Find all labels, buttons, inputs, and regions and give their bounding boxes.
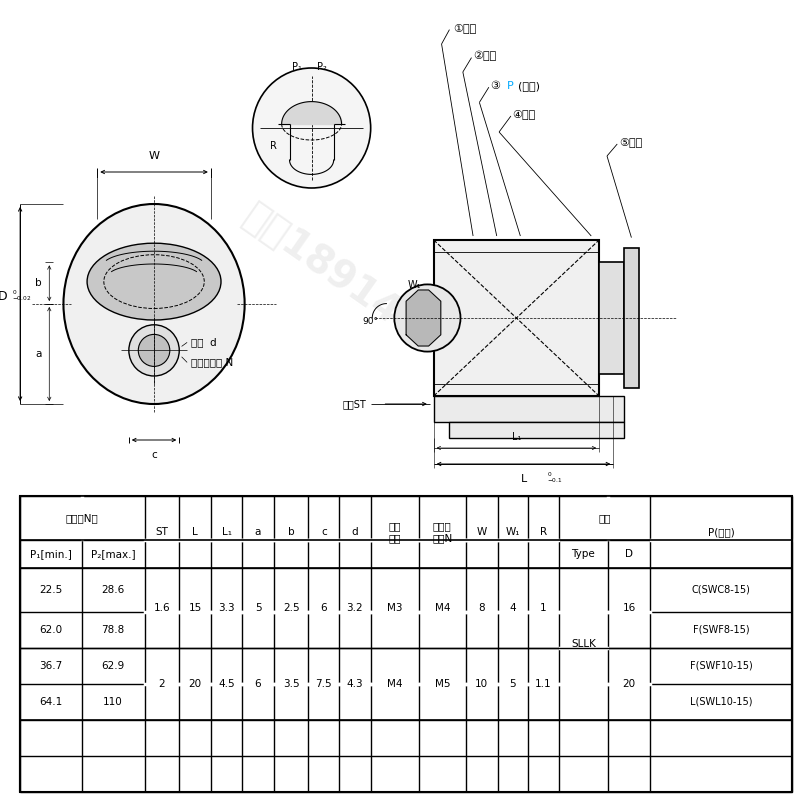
- Text: 8: 8: [478, 603, 485, 613]
- Bar: [624, 248, 638, 388]
- Text: a: a: [35, 349, 42, 359]
- Text: ②顶块: ②顶块: [473, 51, 496, 61]
- Text: L₁: L₁: [512, 431, 521, 442]
- Text: 16: 16: [622, 603, 636, 613]
- Text: F(SWF10-15): F(SWF10-15): [690, 661, 753, 671]
- Text: 5: 5: [510, 679, 516, 689]
- Text: 78.8: 78.8: [102, 625, 125, 635]
- Text: 拉拔螺纹孔 N: 拉拔螺纹孔 N: [191, 358, 234, 367]
- Text: M5: M5: [434, 679, 450, 689]
- Text: F(SWF8-15): F(SWF8-15): [693, 625, 750, 635]
- Text: P(弹簧): P(弹簧): [708, 527, 734, 537]
- Circle shape: [253, 68, 370, 188]
- Text: 4.5: 4.5: [218, 679, 235, 689]
- Text: P₁: P₁: [293, 62, 302, 72]
- Text: L: L: [192, 527, 198, 537]
- Text: 2: 2: [158, 679, 166, 689]
- Text: 5: 5: [254, 603, 262, 613]
- Text: 6: 6: [254, 679, 262, 689]
- Text: L₁: L₁: [222, 527, 231, 537]
- Text: ⑤卡环: ⑤卡环: [619, 138, 642, 147]
- Text: M4: M4: [387, 679, 402, 689]
- Text: SLLK: SLLK: [571, 639, 596, 649]
- Text: 模具1891408: 模具1891408: [235, 197, 450, 363]
- Text: 15: 15: [188, 603, 202, 613]
- Text: 3.5: 3.5: [283, 679, 299, 689]
- Text: ①主体: ①主体: [454, 23, 477, 33]
- Text: D: D: [625, 549, 633, 559]
- Text: 3.2: 3.2: [346, 603, 363, 613]
- Text: b: b: [288, 527, 294, 537]
- Polygon shape: [406, 290, 441, 346]
- Bar: [450, 422, 624, 438]
- Bar: [599, 262, 624, 374]
- Text: a: a: [255, 527, 262, 537]
- Text: M3: M3: [387, 603, 402, 613]
- Text: W: W: [477, 527, 487, 537]
- Text: 10: 10: [475, 679, 488, 689]
- Text: 安装
螺栓: 安装 螺栓: [389, 521, 401, 543]
- Text: 28.6: 28.6: [102, 585, 125, 595]
- Text: 62.0: 62.0: [39, 625, 62, 635]
- Text: 22.5: 22.5: [39, 585, 62, 595]
- Text: 4: 4: [510, 603, 516, 613]
- Text: M4: M4: [434, 603, 450, 613]
- Text: 4.3: 4.3: [346, 679, 363, 689]
- Text: Type: Type: [571, 549, 595, 559]
- Text: P₂[max.]: P₂[max.]: [90, 549, 135, 559]
- Text: P₁[min.]: P₁[min.]: [30, 549, 72, 559]
- Text: 36.7: 36.7: [39, 661, 62, 671]
- Text: 底孔  d: 底孔 d: [191, 338, 217, 347]
- Circle shape: [394, 284, 461, 352]
- Text: L(SWL10-15): L(SWL10-15): [690, 697, 753, 707]
- Text: 110: 110: [103, 697, 123, 707]
- Text: 负载（N）: 负载（N）: [66, 513, 98, 523]
- Text: 90°: 90°: [362, 318, 378, 326]
- Text: C(SWC8-15): C(SWC8-15): [692, 585, 750, 595]
- Text: 64.1: 64.1: [39, 697, 62, 707]
- Text: 型号: 型号: [598, 513, 611, 523]
- Ellipse shape: [63, 204, 245, 404]
- Text: P: P: [507, 81, 514, 90]
- Circle shape: [138, 334, 170, 366]
- Text: P₂: P₂: [317, 62, 326, 72]
- Text: W: W: [149, 150, 159, 161]
- Text: 2.5: 2.5: [283, 603, 299, 613]
- Text: c: c: [151, 450, 157, 460]
- Text: R: R: [270, 141, 278, 150]
- Text: R: R: [540, 527, 547, 537]
- Text: (弹簧): (弹簧): [518, 81, 540, 90]
- Bar: [434, 240, 599, 396]
- Circle shape: [129, 325, 179, 376]
- Text: L: L: [520, 474, 526, 485]
- Text: c: c: [321, 527, 326, 537]
- Text: W₁: W₁: [407, 280, 421, 290]
- Text: D: D: [0, 290, 8, 302]
- Ellipse shape: [87, 243, 221, 320]
- Text: 20: 20: [189, 679, 202, 689]
- Text: $^{0}_{-0.02}$: $^{0}_{-0.02}$: [12, 289, 32, 303]
- Text: 1: 1: [540, 603, 547, 613]
- Text: 7.5: 7.5: [315, 679, 332, 689]
- Text: 6: 6: [321, 603, 327, 613]
- Bar: [434, 396, 624, 422]
- Text: ③: ③: [490, 81, 501, 90]
- Text: $^{0}_{-0.1}$: $^{0}_{-0.1}$: [547, 470, 563, 486]
- Text: W₁: W₁: [506, 527, 520, 537]
- Text: 1.1: 1.1: [535, 679, 552, 689]
- Text: ST: ST: [155, 527, 168, 537]
- Text: 20: 20: [622, 679, 636, 689]
- Text: 行程ST: 行程ST: [343, 399, 366, 409]
- Text: 拉拔螺
纹孔N: 拉拔螺 纹孔N: [432, 521, 453, 543]
- Bar: [20, 496, 792, 792]
- Text: ④垫片: ④垫片: [513, 110, 536, 119]
- Text: d: d: [352, 527, 358, 537]
- Text: 1.6: 1.6: [154, 603, 170, 613]
- Text: b: b: [35, 278, 42, 288]
- Text: 62.9: 62.9: [102, 661, 125, 671]
- Text: 3.3: 3.3: [218, 603, 235, 613]
